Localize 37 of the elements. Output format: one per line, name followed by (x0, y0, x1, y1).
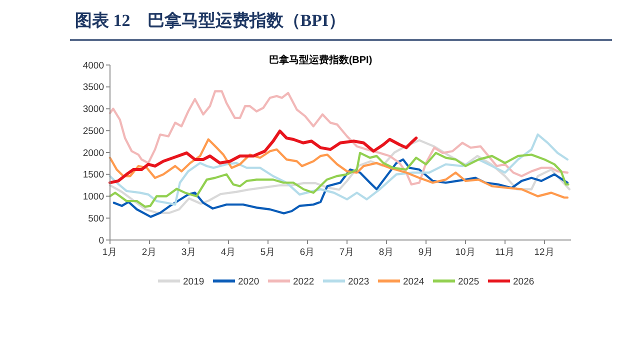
line-series (108, 133, 569, 206)
legend-label: 2024 (403, 276, 424, 288)
chart-title: 图表 12 巴拿马型运费指数（BPI） (75, 11, 346, 30)
line-series (108, 90, 569, 186)
x-tick-label: 12月 (534, 247, 555, 258)
legend-label: 2022 (293, 276, 314, 288)
x-tick-label: 7月 (339, 247, 355, 258)
line-series (108, 130, 418, 184)
line-series (108, 152, 570, 208)
y-tick-label: 4000 (82, 60, 104, 72)
y-tick-label: 2000 (82, 148, 104, 159)
legend-label: 2025 (458, 276, 480, 288)
y-tick-label: 2500 (82, 126, 104, 137)
chart-subtitle: 巴拿马型运费指数(BPI) (268, 54, 372, 66)
line-series (112, 158, 569, 218)
x-tick-label: 5月 (260, 247, 276, 258)
x-tick-label: 4月 (220, 247, 236, 258)
line-series (108, 138, 569, 199)
x-tick-label: 8月 (378, 247, 394, 258)
y-tick-label: 500 (88, 213, 104, 224)
y-tick-label: 0 (98, 235, 104, 246)
x-tick-label: 9月 (418, 247, 434, 258)
y-tick-label: 1000 (82, 192, 104, 203)
x-tick-label: 6月 (300, 247, 316, 258)
legend-label: 2020 (238, 276, 260, 288)
x-tick-label: 3月 (181, 247, 197, 258)
y-tick-label: 1500 (82, 170, 104, 181)
y-tick-label: 3500 (82, 82, 104, 94)
legend-label: 2026 (513, 276, 534, 288)
x-tick-label: 2月 (142, 247, 158, 258)
line-series (108, 139, 571, 214)
legend-label: 2019 (183, 276, 204, 288)
x-tick-label: 1月 (102, 247, 118, 258)
y-tick-label: 3000 (82, 104, 104, 116)
x-tick-label: 10月 (455, 247, 476, 258)
x-tick-label: 11月 (495, 247, 515, 258)
legend-label: 2023 (348, 276, 370, 288)
